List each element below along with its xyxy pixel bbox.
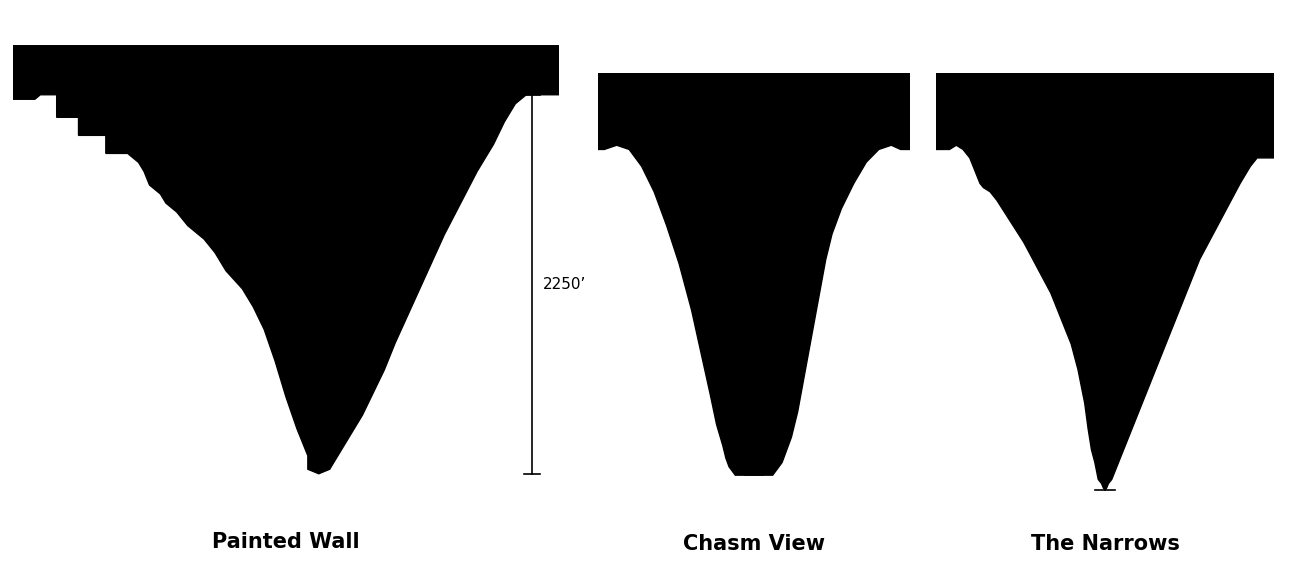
Polygon shape	[936, 73, 1274, 490]
Text: NE: NE	[854, 86, 881, 104]
Text: 1100’: 1100’	[732, 96, 776, 112]
Text: SW: SW	[940, 86, 972, 104]
Text: NE: NE	[1206, 86, 1234, 104]
Polygon shape	[598, 73, 910, 475]
Text: The Narrows: The Narrows	[1031, 535, 1179, 554]
Text: SW: SW	[601, 86, 634, 104]
Text: 1150’: 1150’	[1083, 100, 1127, 116]
Text: Painted Wall: Painted Wall	[212, 532, 360, 552]
Text: Chasm View: Chasm View	[682, 535, 826, 554]
Text: 2250’: 2250’	[261, 50, 306, 65]
Text: 2250’: 2250’	[542, 277, 586, 292]
Text: 1820’: 1820’	[767, 326, 810, 341]
Text: NW: NW	[488, 59, 523, 77]
Polygon shape	[13, 45, 559, 474]
Text: SE: SE	[18, 59, 44, 77]
Text: 1725’: 1725’	[1118, 302, 1162, 316]
